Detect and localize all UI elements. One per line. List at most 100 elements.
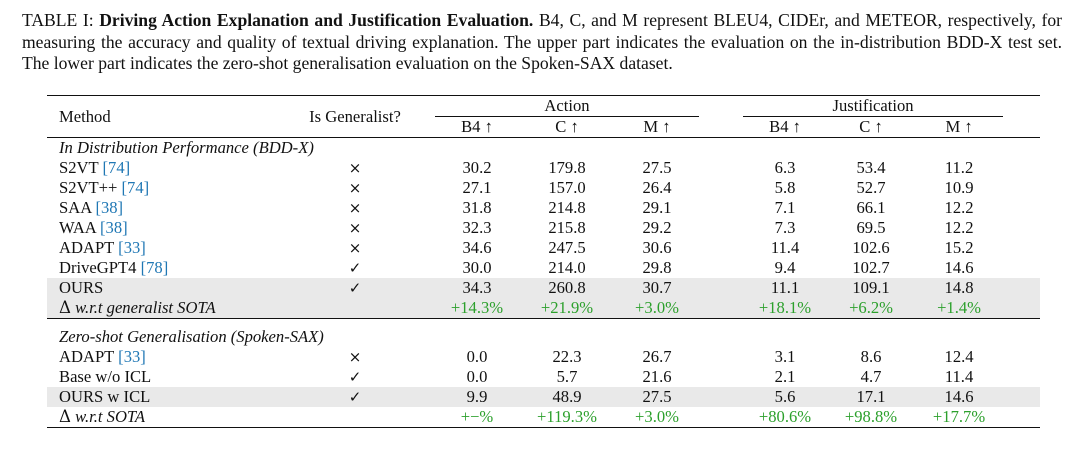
header-metric: C ↑ — [555, 117, 579, 136]
metric-value: 69.5 — [856, 218, 886, 237]
method-name: ADAPT [33] — [47, 238, 285, 258]
method-name: ADAPT [33] — [47, 347, 285, 367]
metric-value: +1.4% — [915, 298, 1004, 319]
metric-value: 10.9 — [944, 178, 974, 197]
metric-value: 5.6 — [743, 387, 828, 407]
metric-value: 11.1 — [743, 278, 828, 298]
metric-value: 8.6 — [860, 347, 882, 366]
metric-value: 17.1 — [827, 387, 916, 407]
method-label: ADAPT — [59, 347, 115, 366]
metric-value: 31.8 — [462, 198, 492, 217]
checkmark-icon: ✓ — [348, 259, 362, 277]
metric-value: 34.3 — [435, 278, 519, 298]
metric-value: 14.6 — [915, 387, 1004, 407]
method-name: OURS w ICL — [47, 387, 285, 407]
metric-value: 5.8 — [774, 178, 796, 197]
cross-icon: × — [348, 239, 362, 257]
method-label: ADAPT — [59, 238, 115, 257]
metric-value: 9.4 — [774, 258, 796, 277]
metric-value: +18.1% — [743, 298, 828, 319]
metric-value: 3.1 — [774, 347, 796, 366]
header-metric: B4 ↑ — [769, 117, 801, 136]
metric-value: +21.9% — [519, 298, 615, 319]
metric-value: 157.0 — [548, 178, 586, 197]
metric-value: 53.4 — [856, 158, 886, 177]
delta-row: Δ w.r.t generalist SOTA +14.3% +21.9% +3.0%… — [47, 298, 1041, 319]
metric-value: 5.7 — [556, 367, 578, 386]
method-label: WAA — [59, 218, 96, 237]
metric-value: 52.7 — [856, 178, 886, 197]
metric-value: +−% — [460, 407, 494, 426]
metric-value: 30.0 — [462, 258, 492, 277]
header-metric: B4 ↑ — [461, 117, 493, 136]
method-row: DriveGPT4 [78] ✓ 30.0 214.0 29.8 9.4 102.7 14.6 — [47, 258, 1040, 278]
section-title-row: In Distribution Performance (BDD-X) — [47, 137, 1041, 159]
metric-value: 11.4 — [770, 238, 800, 257]
metric-value: 6.3 — [774, 158, 796, 177]
citation-link[interactable]: [33] — [118, 238, 146, 257]
method-row: Base w/o ICL ✓ 0.0 5.7 21.6 2.1 4.7 11.4 — [47, 367, 1040, 387]
metric-value: 9.9 — [435, 387, 519, 407]
citation-link[interactable]: [38] — [95, 198, 124, 217]
ours-row: OURS ✓ 34.3 260.8 30.7 11.1 109.1 14.8 — [47, 278, 1041, 298]
metric-value: 30.6 — [642, 238, 672, 257]
cross-icon: × — [348, 219, 362, 237]
metric-value: 102.6 — [852, 238, 890, 257]
method-name: S2VT++ [74] — [47, 178, 285, 198]
method-row: WAA [38] × 32.3 215.8 29.2 7.3 69.5 12.2 — [47, 218, 1040, 238]
metric-value: +80.6% — [758, 407, 812, 426]
metric-value: 26.4 — [642, 178, 672, 197]
metric-value: 29.8 — [642, 258, 672, 277]
header-action-group: Action — [435, 95, 700, 117]
section-title: In Distribution Performance (BDD-X) — [59, 138, 314, 157]
metric-value: 29.2 — [642, 218, 672, 237]
metric-value: 12.2 — [944, 218, 974, 237]
checkmark-icon: ✓ — [285, 387, 425, 407]
citation-link[interactable]: [33] — [118, 347, 146, 366]
caption-label: TABLE I: — [22, 10, 94, 30]
metric-value: 48.9 — [519, 387, 615, 407]
metric-value: 15.2 — [944, 238, 974, 257]
delta-label: Δ w.r.t generalist SOTA — [47, 298, 285, 319]
metric-value: 26.7 — [642, 347, 672, 366]
metric-value: 7.1 — [774, 198, 796, 217]
citation-link[interactable]: [38] — [100, 218, 128, 237]
method-label: OURS w ICL — [59, 387, 151, 406]
method-label: Base w/o ICL — [59, 367, 152, 386]
metric-value: 30.2 — [462, 158, 492, 177]
metric-value: +3.0% — [635, 407, 679, 426]
metric-value: 2.1 — [774, 367, 796, 386]
header-row-metrics: B4 ↑ C ↑ M ↑ B4 ↑ C ↑ M ↑ — [47, 117, 1040, 138]
checkmark-icon: ✓ — [285, 278, 425, 298]
method-row: SAA [38] × 31.8 214.8 29.1 7.1 66.1 12.2 — [47, 198, 1040, 218]
header-justification-group: Justification — [743, 95, 1004, 117]
metric-value: 0.0 — [466, 367, 488, 386]
header-row-groups: Method Is Generalist? Action Justificati… — [47, 95, 1041, 126]
metric-value: 12.4 — [944, 347, 974, 366]
metric-value: 29.1 — [642, 198, 672, 217]
metric-value: 214.8 — [548, 198, 586, 217]
method-label: OURS — [59, 278, 104, 297]
metric-value: 21.6 — [642, 367, 672, 386]
method-label: SAA — [59, 198, 92, 217]
table-caption: TABLE I: Driving Action Explanation and … — [22, 10, 1062, 75]
metric-value: 30.7 — [615, 278, 700, 298]
metric-value: 247.5 — [548, 238, 586, 257]
delta-text: w.r.t SOTA — [75, 407, 146, 426]
method-label: DriveGPT4 — [59, 258, 137, 277]
method-row: ADAPT [33] × 0.0 22.3 26.7 3.1 8.6 12.4 — [47, 347, 1040, 367]
metric-value: +119.3% — [537, 407, 597, 426]
citation-link[interactable]: [74] — [121, 178, 150, 197]
metric-value: 32.3 — [462, 218, 492, 237]
header-metric: C ↑ — [859, 117, 883, 136]
delta-icon: Δ — [59, 298, 71, 317]
caption-text: B4, C, and M represent BLEU4, CIDEr, and… — [22, 10, 1062, 73]
caption-title: Driving Action Explanation and Justifica… — [99, 10, 534, 30]
section-title-row: Zero-shot Generalisation (Spoken-SAX) — [47, 327, 1040, 347]
citation-link[interactable]: [78] — [140, 258, 169, 277]
cross-icon: × — [348, 159, 362, 177]
cross-icon: × — [348, 348, 362, 366]
citation-link[interactable]: [74] — [102, 158, 131, 177]
method-name: WAA [38] — [47, 218, 285, 238]
metric-value: 0.0 — [466, 347, 488, 366]
